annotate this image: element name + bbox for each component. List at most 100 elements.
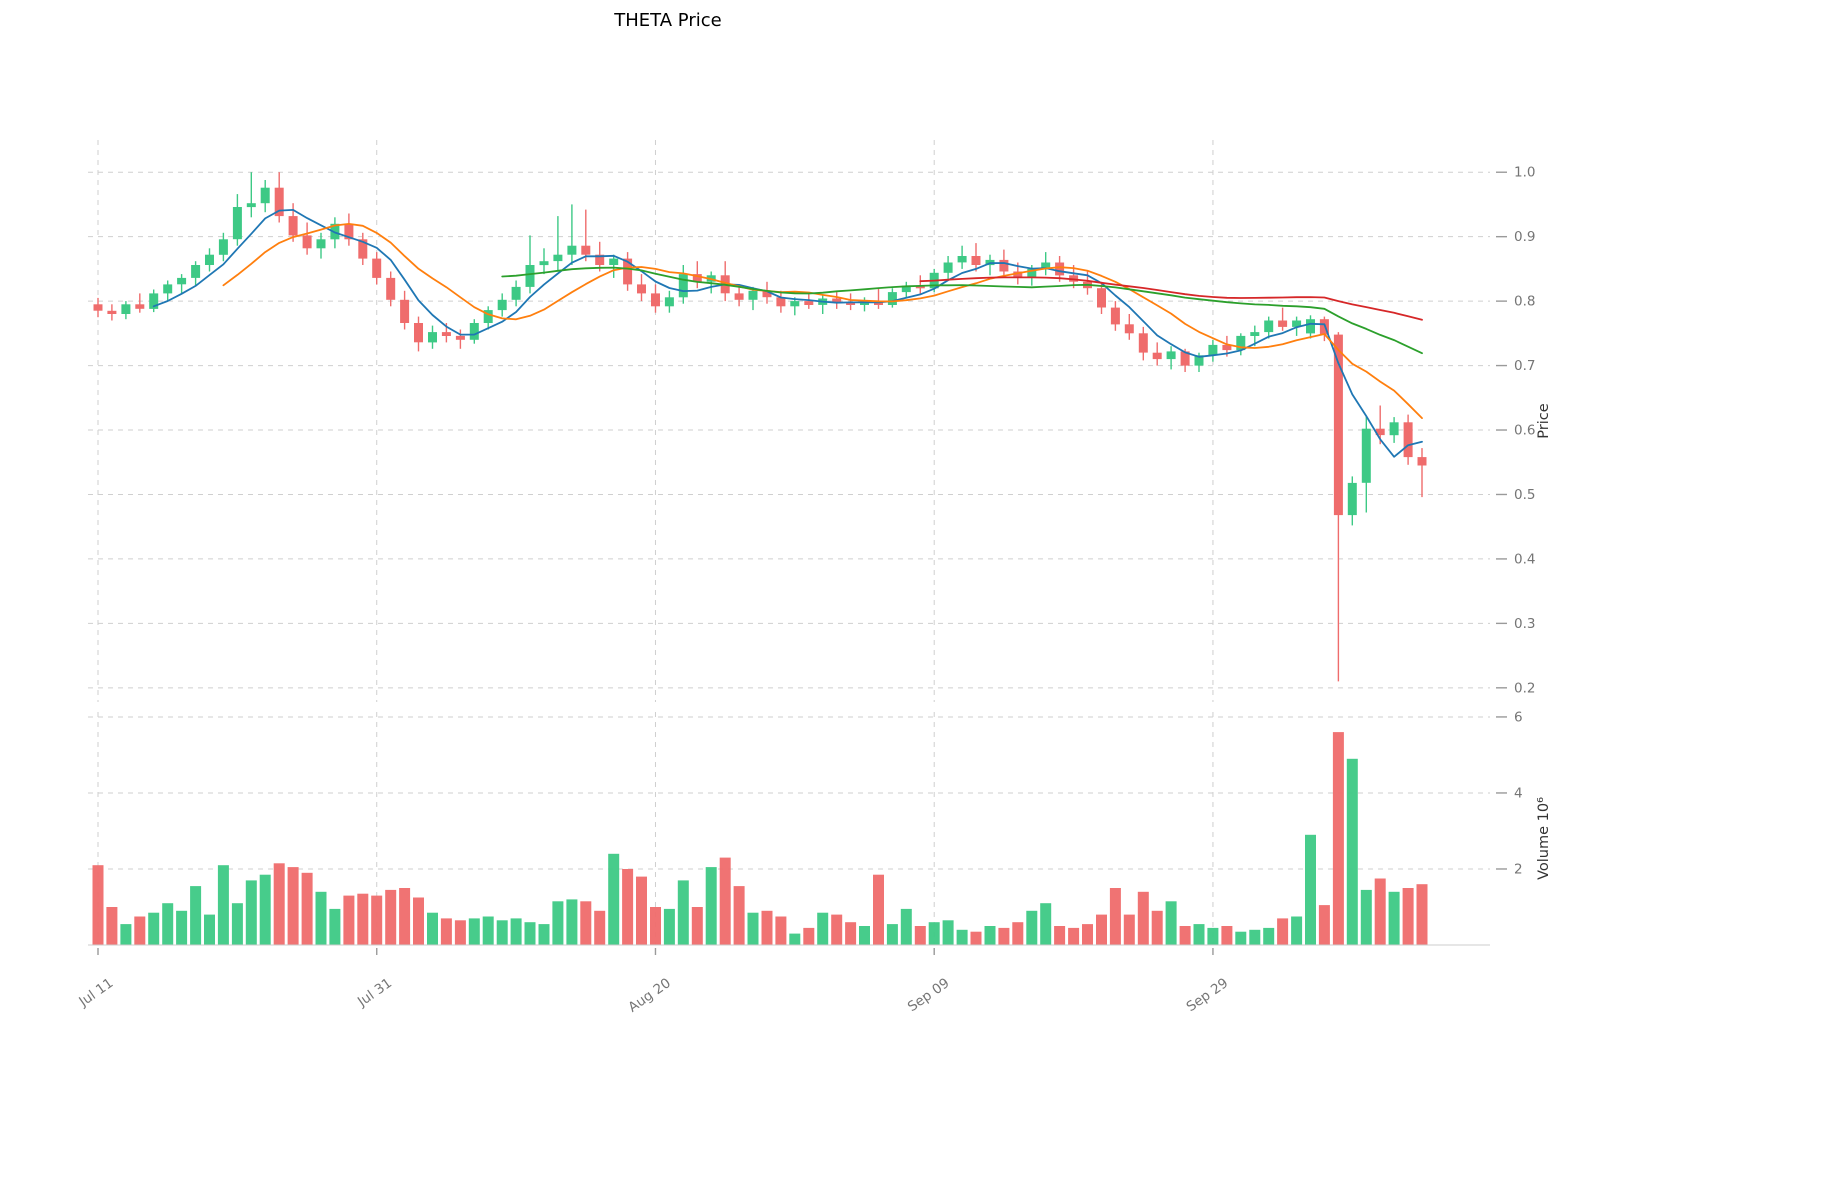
- volume-bar: [1291, 916, 1303, 945]
- volume-bar: [873, 874, 884, 945]
- volume-bar: [92, 865, 104, 945]
- volume-bar: [399, 888, 411, 945]
- volume-bar: [301, 872, 313, 945]
- candle-body: [1027, 268, 1037, 278]
- candle-body: [1055, 262, 1065, 276]
- volume-bar: [1263, 927, 1275, 945]
- price-tick-label: 0.2: [1514, 680, 1535, 696]
- candle-body: [511, 286, 521, 300]
- volume-bar: [273, 863, 285, 945]
- volume-bar: [454, 920, 466, 945]
- volume-bar: [845, 922, 857, 945]
- candle-body: [1236, 335, 1246, 351]
- volume-bar: [1179, 926, 1191, 945]
- volume-bar: [1221, 926, 1233, 945]
- candle-body: [915, 285, 925, 289]
- volume-bar: [831, 914, 843, 945]
- candles: [93, 172, 1427, 682]
- candle-body: [1264, 320, 1274, 333]
- volume-bar: [315, 891, 327, 945]
- volume-bar: [636, 876, 647, 945]
- volume-bar: [106, 907, 118, 945]
- volume-bar: [984, 926, 996, 945]
- candle-body: [664, 297, 674, 307]
- candle-body: [441, 332, 451, 336]
- ma-line-sma5: [152, 209, 1423, 458]
- candle-body: [623, 258, 633, 285]
- candle-body: [205, 254, 214, 265]
- volume-bar: [928, 922, 940, 945]
- candle-body: [302, 235, 312, 249]
- candle-body: [316, 239, 326, 249]
- volume-bar: [1332, 732, 1344, 945]
- volume-bar: [1346, 758, 1358, 945]
- candle-body: [372, 258, 382, 278]
- candle-body: [232, 207, 242, 240]
- candle-body: [400, 299, 410, 323]
- volume-bar: [956, 929, 968, 945]
- candle-body: [218, 239, 228, 255]
- candle-body: [260, 187, 270, 204]
- price-tick-label: 1.0: [1514, 165, 1535, 181]
- date-tick-label: Jul 31: [354, 975, 395, 1010]
- volume-bar: [385, 889, 397, 945]
- volume-bar: [1068, 927, 1080, 945]
- volume-bar: [482, 916, 494, 945]
- volume-bar: [343, 895, 355, 945]
- volume-bar: [162, 903, 174, 945]
- volume-bar: [1040, 903, 1052, 945]
- volume-bar: [1207, 927, 1219, 945]
- volume-bar: [245, 880, 257, 945]
- volume-bar: [440, 918, 452, 945]
- volume-bar: [496, 920, 508, 945]
- candle-body: [149, 293, 159, 309]
- volume-bar: [1054, 926, 1066, 945]
- volume-bar: [1165, 901, 1177, 945]
- ma-line-sma30: [501, 266, 1423, 355]
- volume-bar: [1249, 929, 1261, 945]
- candle-body: [846, 302, 856, 305]
- candle-body: [191, 265, 201, 278]
- candle-body: [943, 262, 953, 273]
- candle-body: [455, 335, 465, 340]
- candle-body: [1124, 324, 1134, 334]
- volume-bar: [733, 886, 745, 945]
- candle-body: [971, 256, 981, 265]
- volume-bar: [538, 924, 550, 945]
- date-tick-label: Sep 09: [905, 975, 953, 1015]
- price-tick-label: 0.5: [1514, 487, 1535, 503]
- candle-body: [525, 265, 535, 287]
- volume-bar: [287, 867, 299, 945]
- volume-bar: [427, 912, 438, 945]
- volume-bar: [204, 914, 215, 945]
- candle-body: [1194, 355, 1204, 366]
- volume-bar: [691, 907, 703, 945]
- candle-body: [651, 293, 660, 307]
- volume-bar: [663, 908, 675, 945]
- volume-bar: [1277, 918, 1289, 945]
- candle-body: [1347, 482, 1357, 516]
- candle-body: [1333, 334, 1343, 516]
- date-tick-label: Jul 11: [75, 975, 116, 1010]
- candle-body: [107, 310, 117, 314]
- volume-bar: [650, 907, 661, 945]
- volume-bar: [1137, 891, 1149, 945]
- candle-body: [358, 239, 368, 259]
- volume-bar: [1193, 924, 1205, 945]
- candle-body: [428, 332, 437, 343]
- candle-body: [344, 223, 354, 240]
- volume-bar: [775, 916, 787, 945]
- volume-tick-label: 4: [1514, 785, 1523, 801]
- candle-body: [539, 261, 549, 266]
- candle-body: [469, 323, 479, 340]
- candle-body: [887, 292, 897, 305]
- candle-body: [999, 259, 1009, 272]
- volume-bar: [677, 880, 689, 945]
- volume-bar: [914, 926, 926, 945]
- candle-body: [483, 310, 493, 323]
- candle-body: [1152, 352, 1162, 360]
- candle-body: [386, 277, 396, 300]
- volume-bar: [259, 874, 271, 945]
- volume-bar: [900, 908, 912, 945]
